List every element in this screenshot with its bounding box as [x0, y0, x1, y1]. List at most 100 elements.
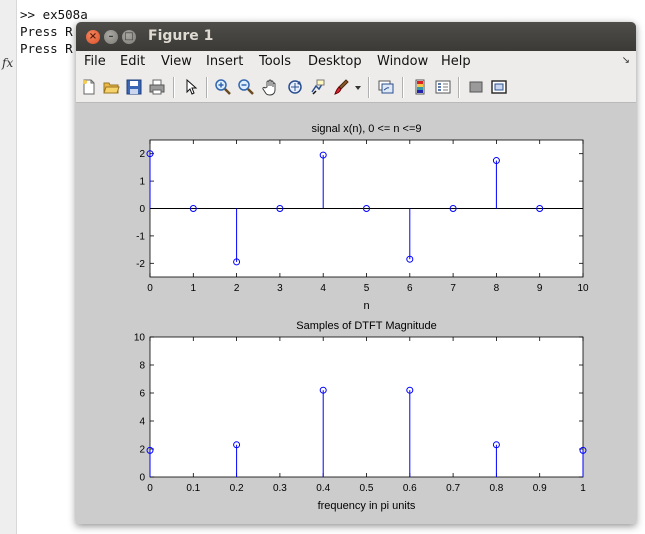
x-tick-label: 5 — [364, 283, 370, 294]
y-tick-label: 1 — [139, 177, 145, 188]
y-tick-label: 0 — [139, 204, 145, 215]
stem-marker[interactable] — [233, 441, 241, 449]
y-tick-label: -2 — [136, 259, 145, 270]
save-icon[interactable] — [125, 78, 143, 96]
menu-window[interactable]: Window — [377, 54, 429, 69]
fx-icon[interactable]: fx — [2, 56, 14, 70]
x-tick-label: 0 — [147, 283, 153, 294]
x-tick-label: 0.4 — [316, 483, 330, 494]
x-tick-label: 7 — [450, 283, 456, 294]
stem-marker[interactable] — [406, 255, 414, 263]
legend-icon[interactable] — [434, 78, 452, 96]
new-figure-icon[interactable] — [80, 78, 98, 96]
rotate-3d-icon[interactable] — [286, 78, 304, 96]
show-plot-tools-icon[interactable] — [490, 78, 508, 96]
stem-marker[interactable] — [406, 386, 414, 394]
pointer-icon[interactable] — [182, 78, 200, 96]
x-tick-label: 1 — [580, 483, 586, 494]
close-window-button[interactable]: × — [86, 30, 100, 44]
x-axis-label: frequency in pi units — [318, 500, 416, 512]
console-line: Press R — [20, 24, 73, 39]
zoom-out-icon[interactable] — [237, 78, 255, 96]
y-tick-label: -1 — [136, 231, 145, 242]
hide-plot-tools-icon[interactable] — [467, 78, 485, 96]
toolbar-separator — [206, 77, 208, 98]
data-cursor-icon[interactable] — [310, 78, 328, 96]
figure-window: × – □ Figure 1 File Edit View Insert Too… — [76, 22, 636, 524]
x-tick-label: 0.9 — [533, 483, 547, 494]
stem-marker[interactable] — [492, 157, 500, 165]
stem-marker[interactable] — [579, 446, 587, 454]
menu-file[interactable]: File — [84, 54, 106, 69]
x-tick-label: 6 — [407, 283, 413, 294]
y-tick-label: 10 — [134, 333, 146, 344]
console-line: >> ex508a — [20, 7, 88, 22]
y-tick-label: 0 — [139, 473, 145, 484]
menubar-overflow-icon[interactable]: ↘ — [621, 55, 630, 66]
axes-title: Samples of DTFT Magnitude — [296, 320, 436, 332]
command-window-output: >> ex508a Press R Press R — [20, 6, 88, 57]
x-tick-label: 1 — [191, 283, 197, 294]
x-tick-label: 8 — [494, 283, 500, 294]
toolbar-separator — [368, 77, 370, 98]
y-tick-label: 2 — [139, 149, 145, 160]
axes-2[interactable] — [149, 336, 584, 478]
toolbar-separator — [458, 77, 460, 98]
stem-marker[interactable] — [536, 205, 544, 212]
y-tick-label: 8 — [139, 361, 145, 372]
stem-marker[interactable] — [449, 205, 457, 212]
x-tick-label: 0 — [147, 483, 153, 494]
menu-insert[interactable]: Insert — [206, 54, 244, 69]
stem-marker[interactable] — [276, 205, 284, 212]
toolbar-separator — [402, 77, 404, 98]
y-tick-label: 2 — [139, 445, 145, 456]
menu-tools[interactable]: Tools — [259, 54, 292, 69]
x-tick-label: 10 — [577, 283, 589, 294]
stem-marker[interactable] — [319, 151, 327, 159]
zoom-in-icon[interactable] — [214, 78, 232, 96]
x-tick-label: 0.8 — [489, 483, 503, 494]
console-line: Press R — [20, 41, 73, 56]
axes-title: signal x(n), 0 <= n <=9 — [311, 123, 421, 135]
stem-marker[interactable] — [319, 386, 327, 394]
y-tick-label: 6 — [139, 389, 145, 400]
x-tick-label: 4 — [320, 283, 326, 294]
stem-marker[interactable] — [146, 150, 154, 158]
stem-marker[interactable] — [492, 441, 500, 449]
stem-marker[interactable] — [189, 205, 197, 212]
x-tick-label: 0.3 — [273, 483, 287, 494]
window-title: Figure 1 — [148, 28, 214, 44]
colorbar-icon[interactable] — [411, 78, 429, 96]
maximize-window-button[interactable]: □ — [122, 30, 136, 44]
x-tick-label: 0.2 — [230, 483, 244, 494]
x-tick-label: 2 — [234, 283, 240, 294]
x-tick-label: 0.6 — [403, 483, 417, 494]
stem-marker[interactable] — [363, 205, 370, 212]
print-icon[interactable] — [148, 78, 166, 96]
x-tick-label: 9 — [537, 283, 543, 294]
command-window-gutter: fx — [0, 0, 17, 534]
menu-view[interactable]: View — [161, 54, 192, 69]
y-tick-label: 4 — [139, 417, 145, 428]
open-file-icon[interactable] — [102, 78, 120, 96]
figure-toolbar — [76, 73, 636, 103]
x-tick-label: 0.1 — [186, 483, 200, 494]
brush-dropdown-icon[interactable] — [353, 78, 363, 96]
pan-hand-icon[interactable] — [262, 78, 280, 96]
x-tick-label: 0.5 — [360, 483, 374, 494]
x-tick-label: 0.7 — [446, 483, 460, 494]
link-plot-icon[interactable] — [377, 78, 395, 96]
menu-edit[interactable]: Edit — [120, 54, 146, 69]
menu-help[interactable]: Help — [441, 54, 471, 69]
stem-marker[interactable] — [146, 446, 154, 454]
x-tick-label: 3 — [277, 283, 283, 294]
window-titlebar[interactable]: × – □ Figure 1 — [76, 22, 636, 51]
toolbar-separator — [173, 77, 175, 98]
menubar: File Edit View Insert Tools Desktop Wind… — [76, 51, 636, 73]
stem-marker[interactable] — [233, 258, 241, 266]
minimize-window-button[interactable]: – — [104, 30, 118, 44]
x-axis-label: n — [363, 300, 369, 312]
brush-icon[interactable] — [332, 78, 350, 96]
menu-desktop[interactable]: Desktop — [308, 54, 362, 69]
